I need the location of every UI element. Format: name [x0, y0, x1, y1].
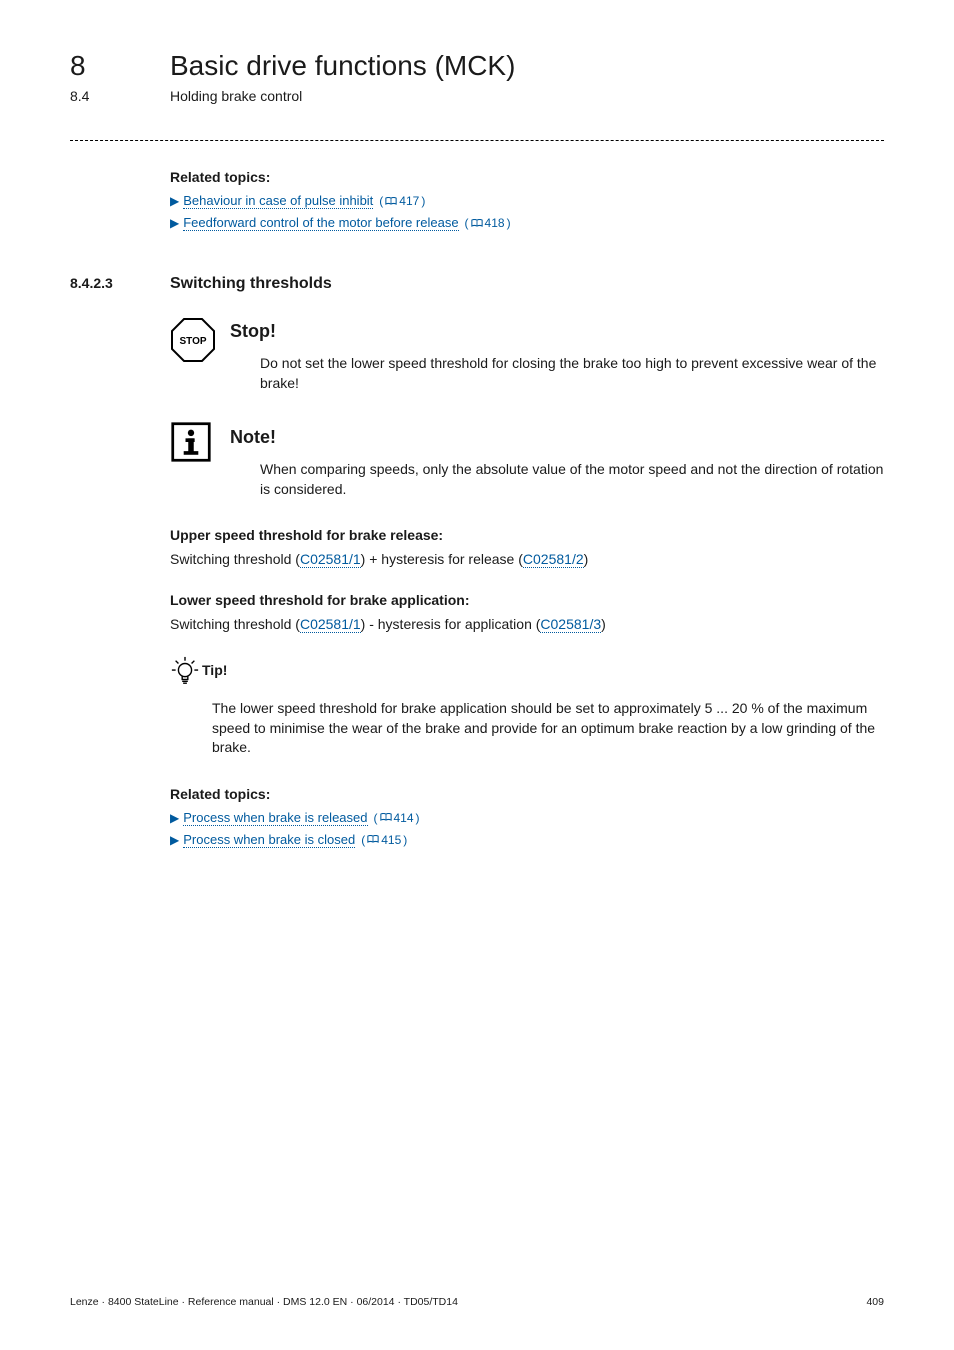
- arrow-icon: ▶: [170, 811, 179, 825]
- related-topics-block-1: Related topics: ▶ Behaviour in case of p…: [170, 169, 884, 231]
- stop-icon: STOP: [170, 317, 216, 393]
- note-text: When comparing speeds, only the absolute…: [260, 460, 884, 499]
- param-link[interactable]: C02581/3: [540, 616, 601, 633]
- related-item: ▶ Process when brake is released ( 414 ): [170, 810, 884, 826]
- stop-title: Stop!: [230, 321, 884, 342]
- page-ref[interactable]: ( 417 ): [379, 194, 425, 208]
- related-heading: Related topics:: [170, 786, 884, 802]
- footer-page-number: 409: [866, 1296, 884, 1308]
- lightbulb-icon: [170, 656, 202, 691]
- page-ref[interactable]: ( 414 ): [374, 811, 420, 825]
- footer-left: Lenze · 8400 StateLine · Reference manua…: [70, 1296, 458, 1308]
- related-link[interactable]: Process when brake is closed: [183, 832, 355, 848]
- paren-open: (: [374, 811, 378, 825]
- section-header: 8.4 Holding brake control: [70, 88, 884, 104]
- paren-close: ): [416, 811, 420, 825]
- section-number: 8.4: [70, 88, 170, 104]
- paren-close: ): [507, 216, 511, 230]
- related-link[interactable]: Feedforward control of the motor before …: [183, 215, 458, 231]
- related-link[interactable]: Process when brake is released: [183, 810, 367, 826]
- note-title: Note!: [230, 427, 884, 448]
- related-item: ▶ Process when brake is closed ( 415 ): [170, 832, 884, 848]
- divider: [70, 140, 884, 141]
- paren-open: (: [379, 194, 383, 208]
- page-number: 417: [399, 194, 419, 208]
- paren-open: (: [361, 833, 365, 847]
- stop-callout: STOP Stop! Do not set the lower speed th…: [170, 317, 884, 393]
- book-icon: [471, 219, 483, 228]
- arrow-icon: ▶: [170, 216, 179, 230]
- tip-label: Tip!: [202, 662, 227, 691]
- text: ) + hysteresis for release (: [361, 551, 523, 567]
- related-link[interactable]: Behaviour in case of pulse inhibit: [183, 193, 373, 209]
- upper-paragraph: Switching threshold (C02581/1) + hystere…: [170, 549, 884, 569]
- page-number: 418: [485, 216, 505, 230]
- chapter-header: 8 Basic drive functions (MCK): [70, 50, 884, 82]
- info-icon: [170, 421, 216, 499]
- page-number: 414: [394, 811, 414, 825]
- lower-paragraph: Switching threshold (C02581/1) - hystere…: [170, 614, 884, 634]
- book-icon: [385, 197, 397, 206]
- param-link[interactable]: C02581/1: [300, 616, 361, 633]
- text: ) - hysteresis for application (: [361, 616, 541, 632]
- text: ): [584, 551, 589, 567]
- section-title: Holding brake control: [170, 88, 302, 104]
- book-icon: [380, 813, 392, 822]
- chapter-title: Basic drive functions (MCK): [170, 50, 515, 82]
- subsection-title: Switching thresholds: [170, 275, 332, 293]
- paren-close: ): [403, 833, 407, 847]
- related-item: ▶ Feedforward control of the motor befor…: [170, 215, 884, 231]
- chapter-number: 8: [70, 50, 170, 82]
- page-footer: Lenze · 8400 StateLine · Reference manua…: [70, 1296, 884, 1308]
- page-number: 415: [381, 833, 401, 847]
- subsection-number: 8.4.2.3: [70, 275, 170, 291]
- arrow-icon: ▶: [170, 833, 179, 847]
- paren-close: ): [421, 194, 425, 208]
- tip-block: Tip!: [170, 656, 884, 691]
- text: Switching threshold (: [170, 551, 300, 567]
- tip-text: The lower speed threshold for brake appl…: [212, 699, 884, 758]
- param-link[interactable]: C02581/2: [523, 551, 584, 568]
- stop-text: Do not set the lower speed threshold for…: [260, 354, 884, 393]
- related-item: ▶ Behaviour in case of pulse inhibit ( 4…: [170, 193, 884, 209]
- page-ref[interactable]: ( 418 ): [465, 216, 511, 230]
- book-icon: [367, 835, 379, 844]
- param-link[interactable]: C02581/1: [300, 551, 361, 568]
- text: ): [601, 616, 606, 632]
- svg-text:STOP: STOP: [179, 336, 206, 347]
- note-callout: Note! When comparing speeds, only the ab…: [170, 421, 884, 499]
- paren-open: (: [465, 216, 469, 230]
- subsection-header: 8.4.2.3 Switching thresholds: [70, 275, 884, 293]
- page-ref[interactable]: ( 415 ): [361, 833, 407, 847]
- related-heading: Related topics:: [170, 169, 884, 185]
- text: Switching threshold (: [170, 616, 300, 632]
- lower-heading: Lower speed threshold for brake applicat…: [170, 592, 884, 608]
- upper-heading: Upper speed threshold for brake release:: [170, 527, 884, 543]
- arrow-icon: ▶: [170, 194, 179, 208]
